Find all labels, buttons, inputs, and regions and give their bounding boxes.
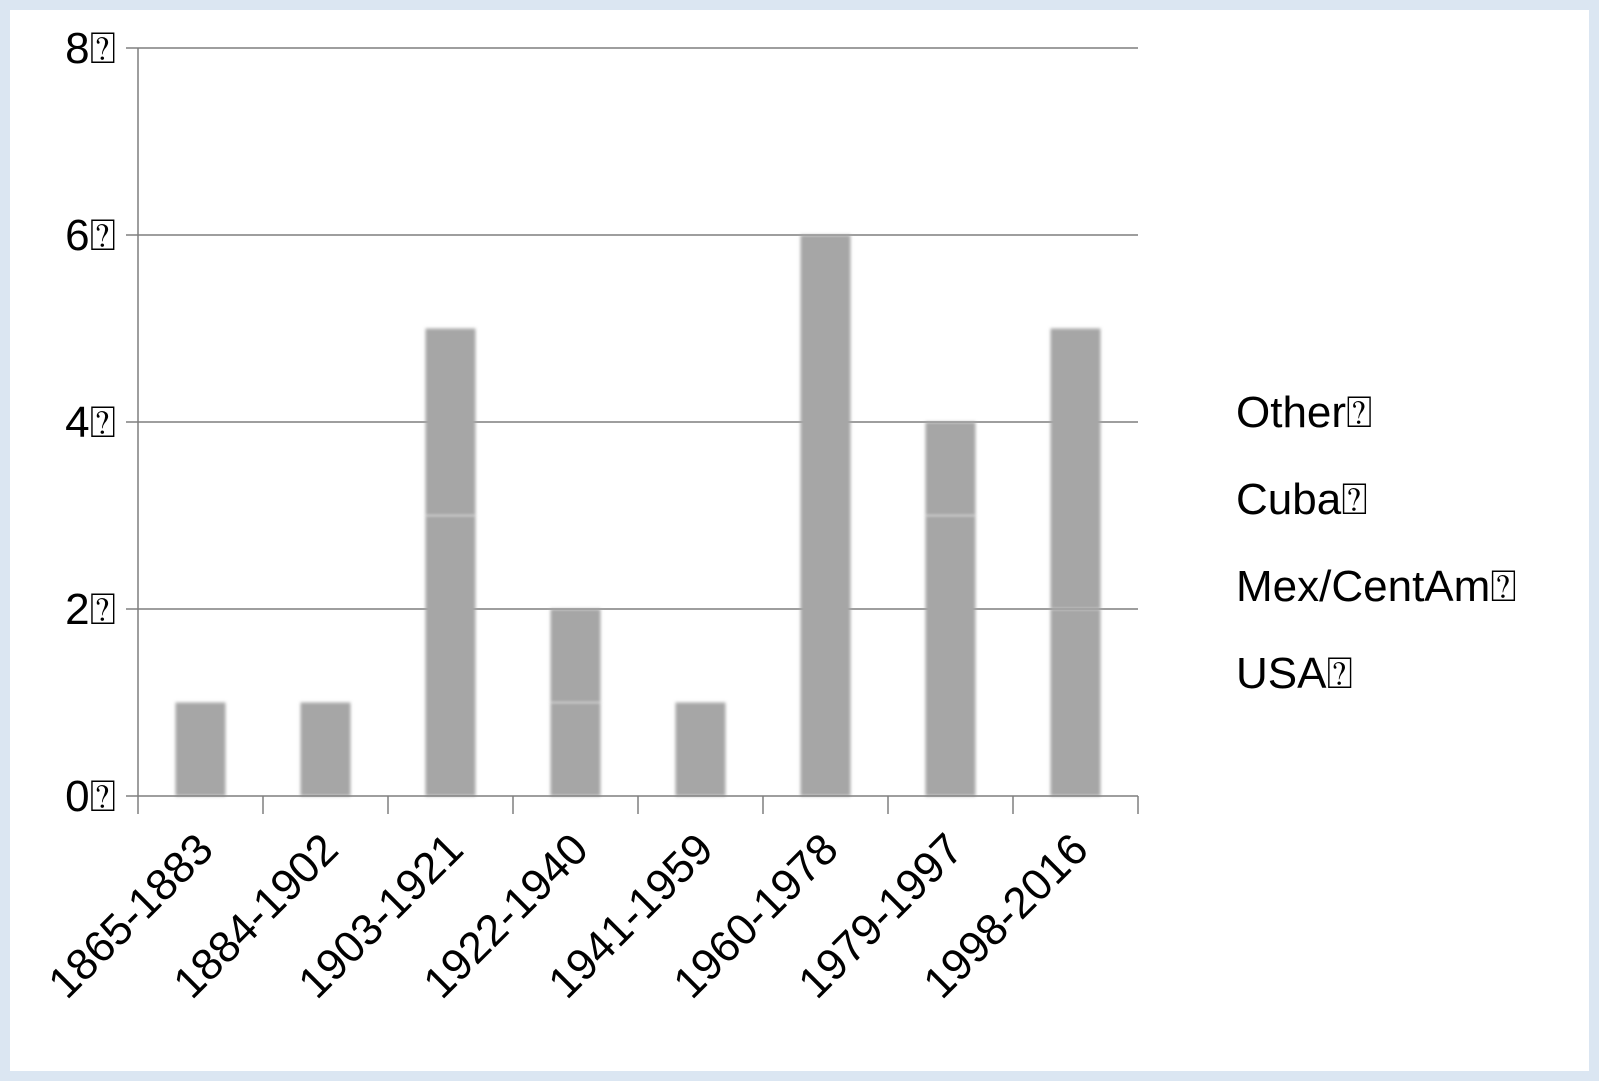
bar-segment-cuba xyxy=(425,328,476,516)
bars xyxy=(175,235,1101,796)
legend-entry-mex-centam: Mex/CentAm⍰ xyxy=(1236,562,1517,611)
legend-entry-usa: USA⍰ xyxy=(1236,649,1353,698)
legend-entry-other: Other⍰ xyxy=(1236,388,1372,437)
bar-segment-cuba xyxy=(550,609,601,703)
y-tick-label: 6⍰ xyxy=(65,211,116,260)
bar-segment-cuba xyxy=(925,422,976,516)
bar-segment-usa xyxy=(175,702,226,796)
bar-segment-usa xyxy=(550,702,601,796)
y-tick-label: 2⍰ xyxy=(65,585,116,634)
bar-segment-usa xyxy=(1050,609,1101,796)
bar-segment-usa xyxy=(675,702,726,796)
y-tick-label: 4⍰ xyxy=(65,398,116,447)
bar-segment-cuba xyxy=(1050,328,1101,609)
y-tick-label: 8⍰ xyxy=(65,24,116,73)
bar-segment-usa xyxy=(800,235,851,796)
y-tick-label: 0⍰ xyxy=(65,772,116,821)
legend: Other⍰ Cuba⍰ Mex/CentAm⍰ USA⍰ xyxy=(1236,388,1517,698)
axes xyxy=(137,48,1139,814)
bar-segment-usa xyxy=(925,515,976,796)
bar-segment-usa xyxy=(300,702,351,796)
y-tick-labels: 0⍰ 2⍰ 4⍰ 6⍰ 8⍰ xyxy=(65,24,116,821)
x-tick-labels: 1865-18831884-19021903-19211922-19401941… xyxy=(39,824,1097,1007)
bar-segment-usa xyxy=(425,515,476,796)
gridlines xyxy=(126,47,1138,797)
legend-entry-cuba: Cuba⍰ xyxy=(1236,475,1368,524)
